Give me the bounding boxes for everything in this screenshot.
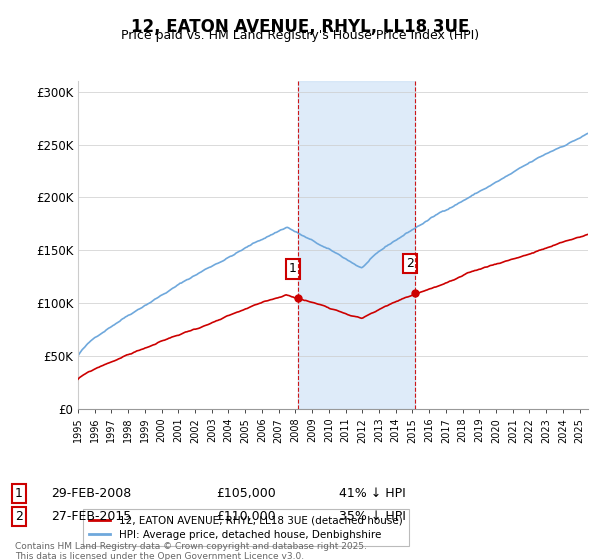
Text: 2: 2 — [15, 510, 23, 522]
Text: 27-FEB-2015: 27-FEB-2015 — [51, 510, 131, 522]
Text: 41% ↓ HPI: 41% ↓ HPI — [339, 487, 406, 500]
Text: 35% ↓ HPI: 35% ↓ HPI — [339, 510, 406, 522]
Text: 1: 1 — [15, 487, 23, 500]
Text: 12, EATON AVENUE, RHYL, LL18 3UE: 12, EATON AVENUE, RHYL, LL18 3UE — [131, 18, 469, 36]
Text: 1: 1 — [289, 263, 297, 276]
Text: Contains HM Land Registry data © Crown copyright and database right 2025.
This d: Contains HM Land Registry data © Crown c… — [15, 542, 367, 560]
Legend: 12, EATON AVENUE, RHYL, LL18 3UE (detached house), HPI: Average price, detached : 12, EATON AVENUE, RHYL, LL18 3UE (detach… — [83, 510, 409, 546]
Text: 2: 2 — [406, 257, 414, 270]
Bar — [298, 81, 415, 409]
Text: 29-FEB-2008: 29-FEB-2008 — [51, 487, 131, 500]
Text: £110,000: £110,000 — [216, 510, 275, 522]
Text: Price paid vs. HM Land Registry's House Price Index (HPI): Price paid vs. HM Land Registry's House … — [121, 29, 479, 42]
Text: £105,000: £105,000 — [216, 487, 276, 500]
